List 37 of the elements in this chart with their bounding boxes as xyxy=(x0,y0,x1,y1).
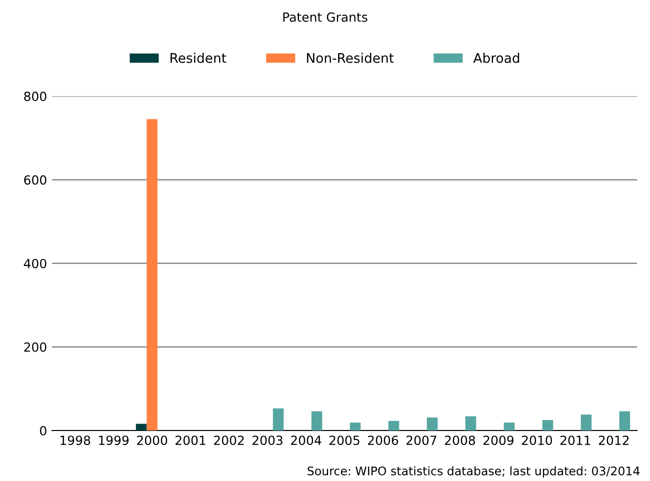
bar xyxy=(465,416,476,430)
bar xyxy=(311,411,322,430)
legend-label: Resident xyxy=(170,52,226,63)
bar xyxy=(350,422,361,430)
x-tick-label: 2010 xyxy=(522,436,552,446)
bar xyxy=(542,420,554,430)
y-tick-label: 600 xyxy=(24,175,46,185)
legend-label: Non-Resident xyxy=(307,52,394,63)
chart-title: Patent Grants xyxy=(283,12,368,22)
x-tick-label: 1998 xyxy=(60,436,90,446)
source-note: Source: WIPO statistics database; last updated: 03/2014 xyxy=(308,466,640,478)
x-tick-label: 2008 xyxy=(444,436,476,446)
x-tick-label: 2012 xyxy=(598,436,629,446)
x-tick-label: 1999 xyxy=(99,436,129,446)
bar xyxy=(504,422,515,430)
x-tick-label: 2002 xyxy=(214,436,244,446)
y-tick-label: 200 xyxy=(24,342,46,352)
y-tick-label: 800 xyxy=(24,92,46,102)
bar xyxy=(146,119,158,430)
y-tick-label: 400 xyxy=(24,258,46,268)
bar xyxy=(272,408,284,430)
x-tick-label: 2007 xyxy=(406,436,436,446)
x-tick-label: 2001 xyxy=(176,436,206,446)
bar xyxy=(388,420,400,430)
legend-label: Abroad xyxy=(473,52,520,63)
x-tick-label: 2005 xyxy=(330,436,360,446)
bar xyxy=(426,418,438,430)
x-tick-label: 2006 xyxy=(368,436,398,446)
x-tick-label: 2000 xyxy=(137,436,168,446)
bar xyxy=(580,414,592,430)
x-tick-label: 2011 xyxy=(560,436,590,446)
x-tick-label: 2003 xyxy=(252,436,282,446)
x-tick-label: 2004 xyxy=(291,436,322,446)
bar xyxy=(136,424,147,430)
x-tick-label: 2009 xyxy=(483,436,514,446)
y-tick-label: 0 xyxy=(40,426,46,436)
bar xyxy=(619,411,630,430)
